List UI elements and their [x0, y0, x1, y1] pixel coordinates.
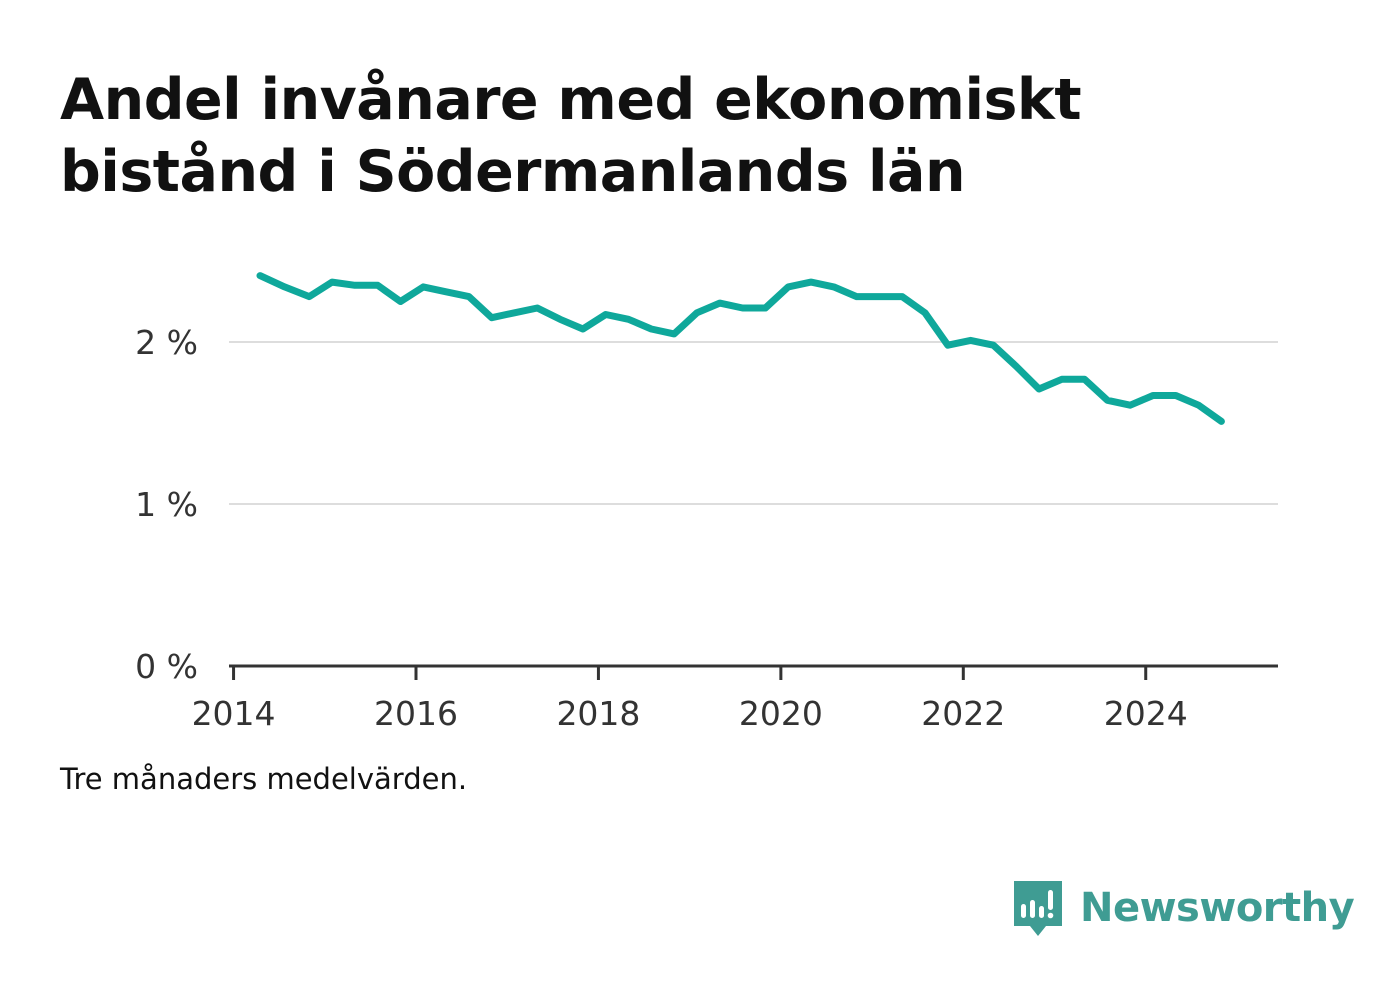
x-tick-label: 2018: [556, 694, 640, 733]
x-axis-ticks: 2014 2016 2018 2020 2022 2024: [192, 666, 1188, 733]
y-axis-ticks: 0 % 1 % 2 %: [135, 323, 198, 686]
newsworthy-logo-icon: [1014, 881, 1062, 936]
x-tick-label: 2016: [374, 694, 458, 733]
y-tick-label: 0 %: [135, 647, 198, 686]
chart-note: Tre månaders medelvärden.: [60, 762, 468, 796]
x-tick-label: 2020: [739, 694, 823, 733]
series-line: [256, 272, 1225, 425]
y-tick-label: 2 %: [135, 323, 198, 362]
y-tick-label: 1 %: [135, 485, 198, 524]
x-tick-label: 2014: [192, 694, 276, 733]
gridlines: [229, 341, 1278, 505]
brand-name: Newsworthy: [1080, 885, 1355, 931]
chart-title: Andel invånare med ekonomiskt bistånd i …: [60, 67, 1082, 205]
brand-logo: Newsworthy: [1010, 878, 1355, 938]
x-tick-label: 2022: [921, 694, 1005, 733]
x-tick-label: 2024: [1104, 694, 1188, 733]
